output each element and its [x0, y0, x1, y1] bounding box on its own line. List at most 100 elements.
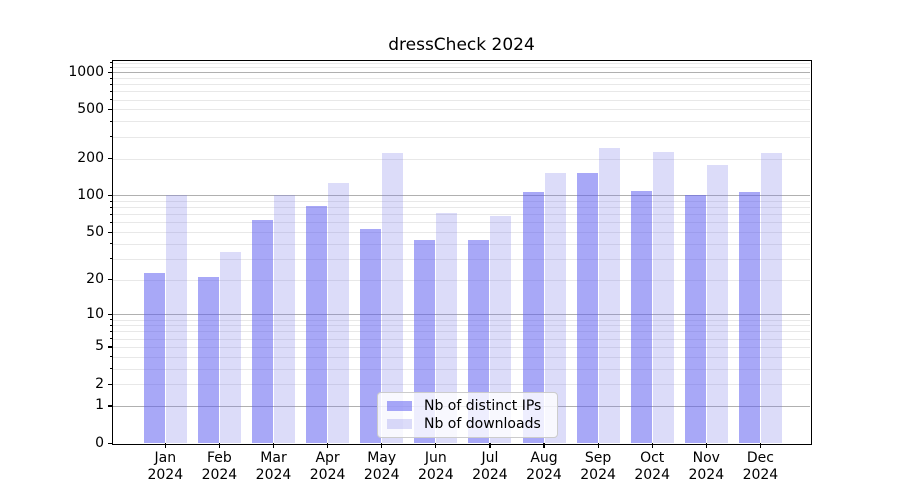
minor-gridline: [113, 67, 810, 69]
chart-title: dressCheck 2024: [388, 35, 535, 55]
legend-label-downloads: Nb of downloads: [424, 416, 541, 432]
bar-distinct-ips-apr: [306, 205, 328, 443]
x-axis-tick-label: May 2024: [363, 450, 400, 483]
y-axis-tick-label: 2: [95, 375, 104, 392]
minor-gridline: [113, 91, 810, 93]
y-tick-mark: [108, 71, 113, 74]
y-minor-tick-mark: [110, 66, 113, 68]
legend-label-distinct-ips: Nb of distinct IPs: [424, 398, 542, 414]
bar-distinct-ips-oct: [630, 190, 652, 443]
bar-downloads-jul: [490, 215, 512, 443]
x-tick-mark: [164, 443, 166, 448]
bar-downloads-dec: [760, 152, 782, 443]
bar-distinct-ips-jan: [143, 272, 165, 443]
y-minor-tick-mark: [110, 77, 113, 79]
x-tick-mark: [272, 443, 275, 448]
x-axis-tick-label: Mar 2024: [255, 450, 292, 483]
y-tick-mark: [108, 442, 113, 444]
y-minor-tick-mark: [110, 346, 113, 348]
bar-downloads-may: [382, 153, 404, 443]
y-minor-tick-mark: [110, 121, 113, 122]
x-tick-mark: [651, 443, 653, 448]
y-axis-tick-label: 500: [77, 100, 104, 117]
x-axis-tick-label: Apr 2024: [309, 450, 346, 483]
y-axis-tick-label: 50: [86, 223, 104, 240]
minor-gridline: [113, 109, 810, 111]
y-minor-tick-mark: [110, 368, 113, 369]
major-gridline: [113, 72, 810, 74]
x-axis-tick-label: Jan 2024: [147, 450, 184, 483]
bar-downloads-aug: [544, 173, 566, 443]
minor-gridline: [113, 78, 810, 79]
x-axis-tick-label: Aug 2024: [526, 450, 562, 483]
y-tick-mark: [108, 194, 113, 197]
legend: Nb of distinct IPs Nb of downloads: [377, 392, 558, 438]
x-axis-tick-label: Dec 2024: [742, 450, 779, 483]
minor-gridline: [113, 62, 810, 64]
y-minor-tick-mark: [110, 136, 113, 138]
bar-distinct-ips-feb: [197, 277, 219, 443]
legend-swatch-downloads: [387, 419, 412, 429]
y-axis-tick-label: 1000: [68, 63, 104, 80]
bar-downloads-nov: [706, 164, 728, 443]
y-tick-mark: [108, 313, 113, 316]
bar-distinct-ips-mar: [252, 219, 273, 443]
x-tick-mark: [381, 443, 383, 448]
y-minor-tick-mark: [110, 243, 113, 245]
bar-downloads-oct: [652, 151, 674, 443]
y-minor-tick-mark: [110, 319, 113, 320]
y-minor-tick-mark: [110, 109, 113, 110]
y-axis-tick-label: 5: [95, 338, 104, 355]
y-minor-tick-mark: [110, 324, 113, 326]
y-axis-tick-label: 200: [77, 150, 104, 166]
y-minor-tick-mark: [110, 356, 113, 357]
x-axis-tick-label: Nov 2024: [688, 450, 725, 483]
x-tick-mark: [435, 443, 437, 448]
y-minor-tick-mark: [110, 99, 113, 101]
x-tick-mark: [218, 443, 221, 448]
y-axis-tick-label: 1: [95, 397, 104, 414]
y-tick-mark: [108, 405, 113, 407]
legend-item-distinct-ips: Nb of distinct IPs: [387, 398, 548, 414]
minor-gridline: [113, 136, 810, 138]
x-axis-tick-label: Oct 2024: [634, 450, 670, 483]
minor-gridline: [113, 158, 810, 160]
bar-downloads-jun: [436, 212, 458, 443]
y-minor-tick-mark: [110, 258, 113, 260]
y-axis-tick-label: 0: [95, 434, 104, 451]
y-axis-tick-label: 100: [77, 186, 104, 203]
y-minor-tick-mark: [110, 213, 113, 215]
y-minor-tick-mark: [110, 158, 113, 159]
x-tick-mark: [705, 443, 707, 448]
x-axis-tick-label: Jul 2024: [472, 450, 508, 483]
bar-downloads-sep: [598, 148, 620, 443]
x-tick-mark: [489, 443, 491, 448]
bar-downloads-feb: [219, 252, 241, 443]
y-minor-tick-mark: [110, 222, 113, 223]
y-minor-tick-mark: [110, 200, 113, 202]
x-axis-tick-label: Feb 2024: [201, 450, 238, 483]
legend-item-downloads: Nb of downloads: [387, 416, 548, 432]
x-tick-mark: [759, 443, 762, 448]
y-minor-tick-mark: [110, 383, 113, 385]
x-tick-mark: [597, 443, 599, 448]
y-axis-tick-label: 20: [86, 271, 104, 288]
legend-swatch-distinct-ips: [387, 401, 412, 411]
bar-distinct-ips-dec: [738, 192, 760, 443]
y-axis-tick-label: 10: [86, 305, 104, 322]
y-minor-tick-mark: [110, 279, 113, 280]
y-minor-tick-mark: [110, 338, 113, 339]
x-tick-mark: [543, 443, 545, 448]
minor-gridline: [113, 121, 810, 123]
bar-downloads-jan: [165, 195, 187, 443]
y-minor-tick-mark: [110, 206, 113, 208]
bar-distinct-ips-aug: [522, 191, 544, 443]
x-tick-mark: [327, 443, 329, 448]
y-minor-tick-mark: [110, 62, 113, 63]
bar-distinct-ips-may: [360, 229, 382, 443]
y-minor-tick-mark: [110, 231, 113, 233]
y-minor-tick-mark: [110, 83, 113, 85]
x-axis-tick-label: Sep 2024: [580, 450, 616, 483]
minor-gridline: [113, 99, 810, 101]
